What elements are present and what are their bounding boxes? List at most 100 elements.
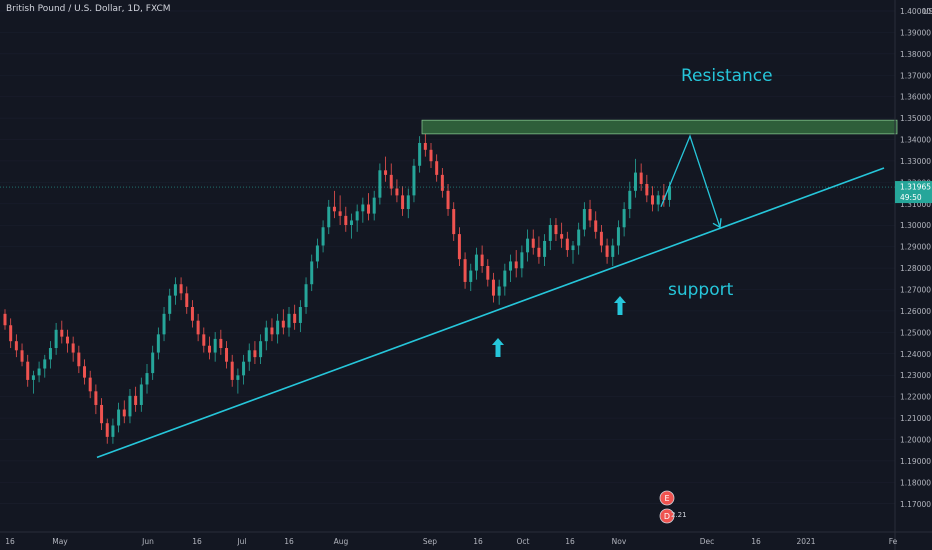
candles — [3, 133, 672, 444]
candle-body — [628, 190, 632, 210]
candle-body — [429, 149, 433, 162]
candle-body — [474, 254, 478, 271]
candle-body — [384, 170, 388, 175]
up-arrow-icon[interactable] — [492, 338, 504, 357]
price-axis[interactable]: 1.40000 1.39000 1.38000 1.37000 1.36000 1.350… — [900, 7, 931, 509]
time-tick: 16 — [5, 537, 15, 546]
resistance-label[interactable]: Resistance — [681, 66, 773, 86]
candle-body — [179, 284, 183, 294]
candle — [304, 277, 308, 314]
time-tick: Sep — [423, 537, 437, 546]
candle — [367, 193, 371, 221]
price-tick: 1.22000 — [900, 393, 931, 402]
candle-body — [514, 261, 518, 269]
price-tick: 1.21000 — [900, 414, 931, 423]
time-tick: Aug — [334, 537, 349, 546]
current-price-tag — [895, 181, 932, 204]
candle-body — [219, 338, 223, 349]
candle — [605, 238, 609, 264]
candle — [531, 229, 535, 255]
price-tick: 1.24000 — [900, 350, 931, 359]
candle-body — [145, 373, 149, 385]
candle-body — [622, 209, 626, 228]
candle — [662, 183, 666, 207]
support-label[interactable]: support — [668, 280, 734, 300]
time-axis[interactable]: 16 May Jun 16 Jul 16 Aug Sep 16 Oct 16 Nov Dec 16 2021… — [5, 537, 897, 546]
price-tick: 1.23000 — [900, 371, 931, 380]
candle — [520, 245, 524, 278]
candle — [594, 211, 598, 239]
candle-body — [662, 195, 666, 200]
candle-body — [423, 142, 427, 150]
candle — [486, 259, 490, 287]
candle-body — [134, 395, 138, 405]
candle-body — [338, 211, 342, 216]
candle-body — [111, 425, 115, 437]
candle-body — [520, 252, 524, 269]
candle-body — [355, 211, 359, 221]
candle — [548, 218, 552, 251]
resistance-zone[interactable] — [421, 119, 898, 135]
candle-body — [395, 188, 399, 196]
candle — [491, 272, 495, 303]
candle-body — [230, 361, 234, 380]
candle-body — [156, 334, 160, 353]
candle-body — [509, 261, 513, 271]
candle — [105, 418, 109, 444]
time-tick: 16 — [473, 537, 483, 546]
candle-body — [656, 195, 660, 205]
time-tick: May — [52, 537, 68, 546]
price-tick: 1.20000 — [900, 435, 931, 444]
candle — [452, 202, 456, 241]
candle-body — [202, 334, 206, 346]
candle — [355, 204, 359, 232]
candle-body — [548, 224, 552, 241]
candle — [361, 197, 365, 223]
candle-body — [554, 224, 558, 235]
candle — [173, 277, 177, 305]
candle-body — [71, 343, 75, 353]
symbol-header[interactable]: British Pound / U.S. Dollar, 1D, FXCM — [6, 4, 171, 14]
time-tick: 16 — [565, 537, 575, 546]
candle — [134, 386, 138, 412]
candle-body — [633, 172, 637, 191]
event-badge[interactable]: E — [659, 490, 675, 506]
candle — [236, 368, 240, 394]
candle — [497, 279, 501, 305]
candle-body — [122, 409, 126, 417]
up-arrow-icon[interactable] — [614, 296, 626, 315]
candle — [560, 222, 564, 248]
candle — [509, 254, 513, 282]
candle-body — [173, 284, 177, 296]
candle-body — [94, 391, 98, 405]
candle — [571, 240, 575, 264]
candle-body — [349, 220, 353, 225]
candle-body — [571, 245, 575, 251]
candle — [401, 186, 405, 216]
projection-path[interactable] — [660, 134, 721, 228]
event-badge[interactable]: D — [659, 508, 675, 524]
candle-body — [162, 313, 166, 335]
candle-body — [332, 206, 336, 212]
price-tick: 1.18000 — [900, 478, 931, 487]
candle — [474, 247, 478, 280]
candle — [656, 190, 660, 212]
candle-body — [304, 284, 308, 308]
candle-body — [463, 259, 467, 282]
candle — [145, 363, 149, 394]
candle-body — [599, 231, 603, 246]
candle — [293, 304, 297, 330]
candle — [202, 327, 206, 353]
candle-body — [151, 352, 155, 374]
candle — [162, 307, 166, 342]
candle — [628, 181, 632, 219]
candle-body — [491, 279, 495, 296]
candle-body — [582, 209, 586, 230]
support-trendline[interactable] — [96, 167, 885, 459]
candle — [281, 309, 285, 335]
candle-body — [560, 234, 564, 239]
candle-body — [435, 161, 439, 175]
time-tick: Jul — [236, 537, 246, 546]
candle — [230, 354, 234, 387]
